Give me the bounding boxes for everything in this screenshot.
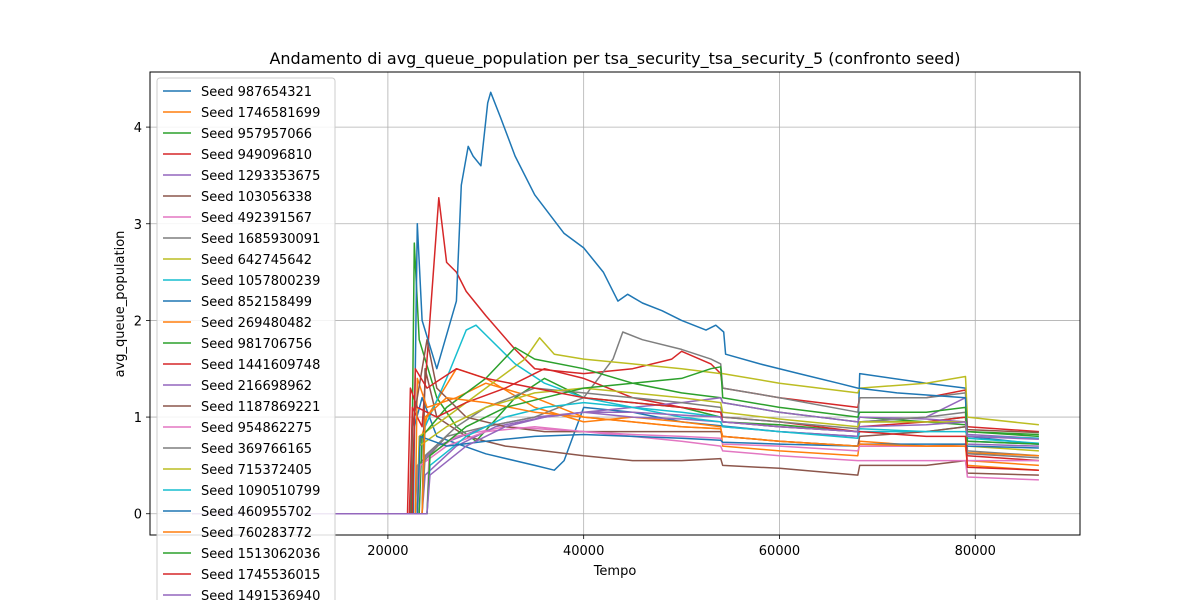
legend-entry: Seed 1187869221 xyxy=(201,400,320,415)
plot-frame xyxy=(149,71,1081,536)
legend-box xyxy=(156,77,336,600)
legend-entry: Seed 103056338 xyxy=(201,190,312,205)
series-line-20 xyxy=(192,401,1039,515)
series-line-11 xyxy=(192,91,1039,515)
legend-entry: Seed 1441609748 xyxy=(201,358,320,373)
series-line-24 xyxy=(192,367,1039,515)
series-lines xyxy=(192,91,1039,515)
series-line-25 xyxy=(192,411,1039,515)
x-axis-label: Tempo xyxy=(593,564,637,579)
legend-entry: Seed 1513062036 xyxy=(201,547,320,562)
legend-entry: Seed 460955702 xyxy=(201,505,312,520)
legend-entry: Seed 1090510799 xyxy=(201,484,320,499)
series-line-19 xyxy=(192,387,1039,515)
y-tick-label: 4 xyxy=(134,121,142,136)
legend-entry: Seed 852158499 xyxy=(201,295,312,310)
series-line-5 xyxy=(192,396,1039,515)
legend-entry: Seed 642745642 xyxy=(201,253,312,268)
series-line-8 xyxy=(192,331,1039,515)
series-line-9 xyxy=(192,337,1039,515)
legend-entry: Seed 1685930091 xyxy=(201,232,320,247)
series-line-14 xyxy=(192,367,1039,515)
series-line-22 xyxy=(192,396,1039,515)
series-line-21 xyxy=(192,433,1039,515)
y-tick-label: 3 xyxy=(134,218,142,233)
legend-entry: Seed 760283772 xyxy=(201,526,312,541)
y-tick-label: 0 xyxy=(134,508,142,523)
legend-entry: Seed 1293353675 xyxy=(201,169,320,184)
legend-entry: Seed 369766165 xyxy=(201,442,312,457)
x-tick-label: 40000 xyxy=(563,544,604,559)
y-axis-label: avg_queue_population xyxy=(113,231,128,378)
legend-entry: Seed 949096810 xyxy=(201,148,312,163)
y-tick-label: 2 xyxy=(134,314,142,329)
y-tick-label: 1 xyxy=(134,411,142,426)
series-line-18 xyxy=(192,387,1039,515)
axis-ticks: 20000 40000 60000 80000 0 1 2 3 4 xyxy=(134,121,996,559)
legend-entry: Seed 1057800239 xyxy=(201,274,320,289)
series-line-16 xyxy=(192,338,1039,515)
legend-entry: Seed 957957066 xyxy=(201,127,312,142)
legend-entry: Seed 954862275 xyxy=(201,421,312,436)
legend-entry: Seed 1745536015 xyxy=(201,568,320,583)
x-tick-label: 80000 xyxy=(955,544,996,559)
x-tick-label: 20000 xyxy=(367,544,408,559)
legend-entry: Seed 1491536940 xyxy=(201,589,320,600)
x-tick-label: 60000 xyxy=(759,544,800,559)
legend: Seed 987654321 Seed 1746581699 Seed 957957… xyxy=(156,77,336,600)
legend-entry: Seed 981706756 xyxy=(201,337,312,352)
series-line-7 xyxy=(192,425,1039,515)
legend-entry: Seed 715372405 xyxy=(201,463,312,478)
legend-entry: Seed 492391567 xyxy=(201,211,312,226)
legend-entry: Seed 1746581699 xyxy=(201,106,320,121)
legend-entry: Seed 269480482 xyxy=(201,316,312,331)
legend-entry: Seed 987654321 xyxy=(201,85,312,100)
chart-title: Andamento di avg_queue_population per ts… xyxy=(269,49,960,69)
legend-entry: Seed 216698962 xyxy=(201,379,312,394)
series-line-23 xyxy=(192,366,1039,515)
